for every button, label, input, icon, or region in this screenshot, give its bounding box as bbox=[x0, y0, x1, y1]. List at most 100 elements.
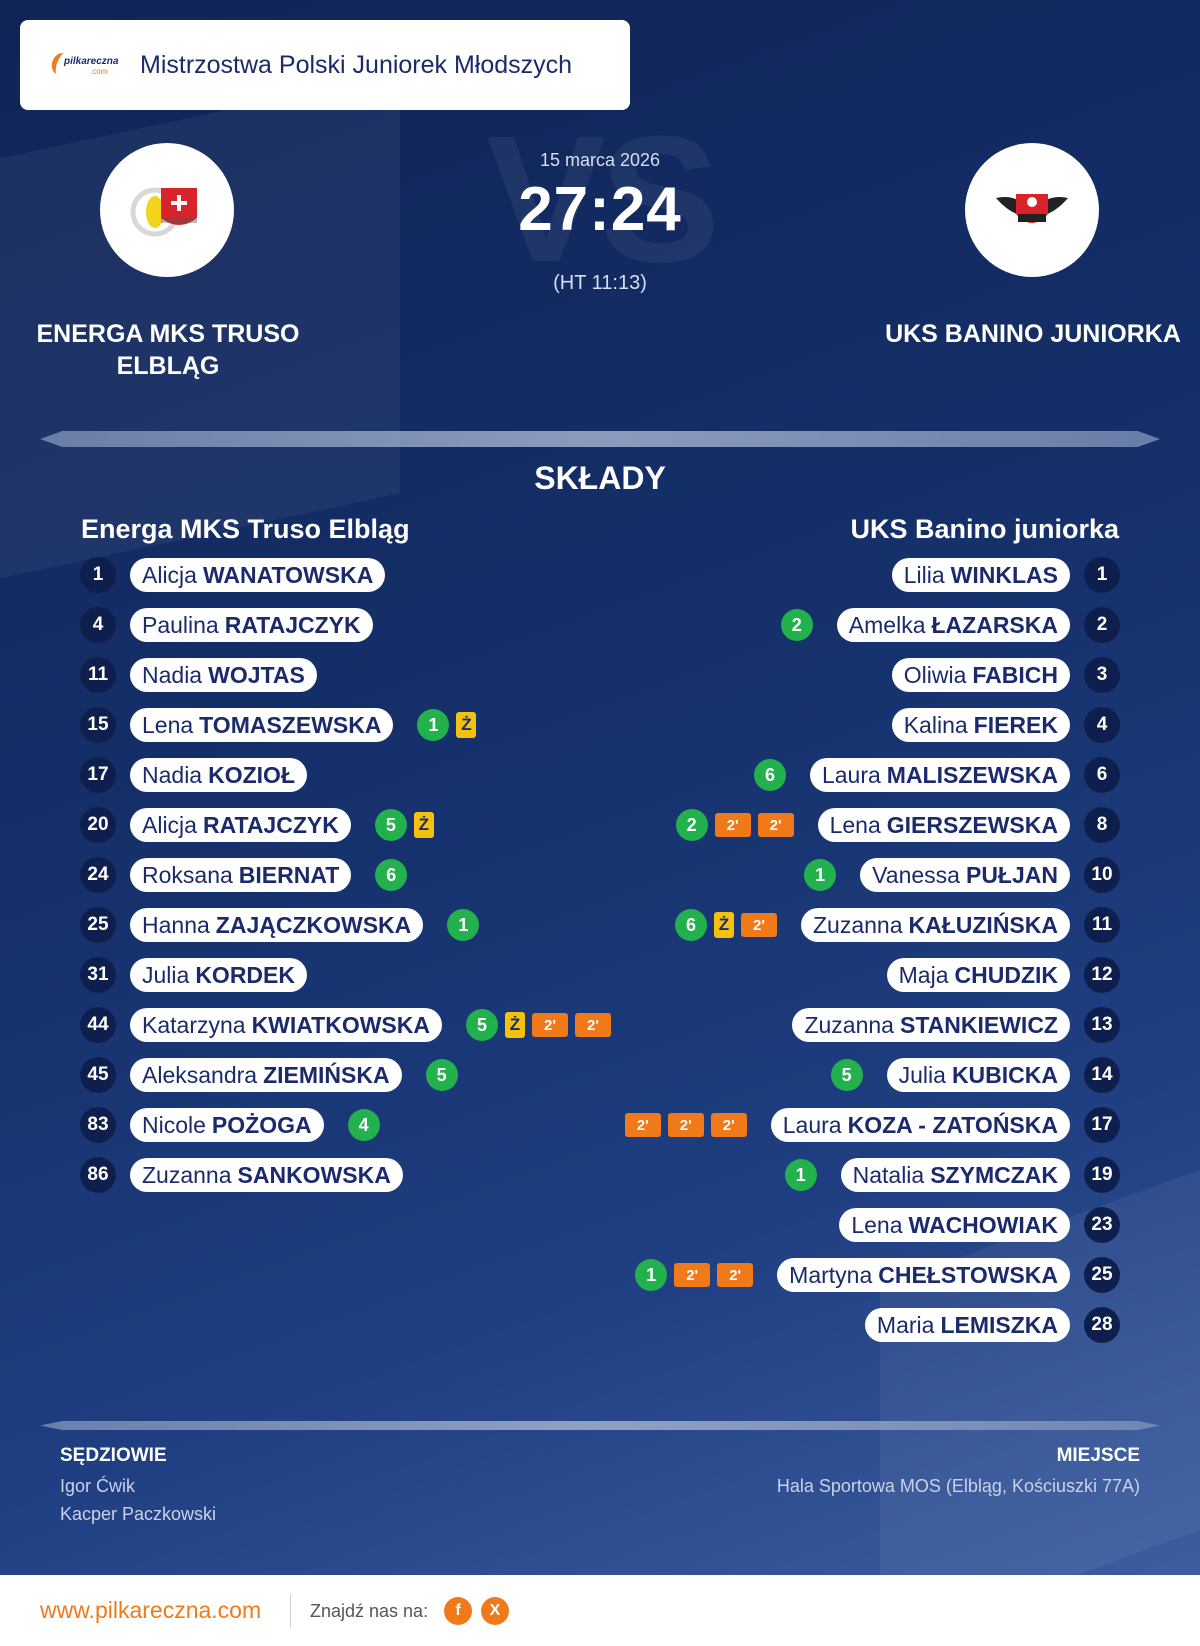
player-last-name: STANKIEWICZ bbox=[899, 1011, 1058, 1038]
player-row: 2 Amelka ŁAZARSKA 2 bbox=[780, 607, 1120, 643]
player-first-name: Paulina bbox=[142, 611, 219, 638]
suspension-badge: 2' bbox=[532, 1013, 568, 1037]
venue-text: Hala Sportowa MOS (Elbląg, Kościuszki 77… bbox=[776, 1476, 1140, 1496]
player-name-pill: Lena GIERSZEWSKA bbox=[817, 808, 1070, 842]
player-last-name: POŻOGA bbox=[211, 1111, 312, 1138]
player-row: 6 Laura MALISZEWSKA 6 bbox=[753, 757, 1120, 793]
player-row: 11 Zuzanna KAŁUZIŃSKA 6 Ż 2' bbox=[674, 907, 1120, 943]
player-row: 31 Julia KORDEK bbox=[80, 957, 307, 993]
player-first-name: Nicole bbox=[142, 1111, 206, 1138]
player-last-name: LEMISZKA bbox=[940, 1311, 1058, 1338]
site-link[interactable]: www.pilkareczna.com bbox=[40, 1597, 262, 1623]
player-last-name: CHUDZIK bbox=[954, 961, 1059, 988]
player-last-name: SANKOWSKA bbox=[237, 1161, 391, 1188]
player-row: 24 Roksana BIERNAT 6 bbox=[80, 857, 408, 893]
player-name-pill: Lena WACHOWIAK bbox=[839, 1208, 1070, 1242]
player-number: 1 bbox=[1084, 557, 1120, 593]
player-row: 8 Lena GIERSZEWSKA 2 2' 2' bbox=[675, 807, 1120, 843]
yellow-card-badge: Ż bbox=[413, 812, 434, 838]
player-name-pill: Paulina RATAJCZYK bbox=[130, 608, 373, 642]
find-us-label: Znajdź nas na: bbox=[310, 1601, 429, 1621]
x-icon[interactable]: X bbox=[481, 1597, 509, 1625]
player-name-pill: Katarzyna KWIATKOWSKA bbox=[130, 1008, 442, 1042]
goals-badge: 5 bbox=[830, 1059, 863, 1091]
player-row: 10 Vanessa PUŁJAN 1 bbox=[804, 857, 1120, 893]
player-name-pill: Martyna CHEŁSTOWSKA bbox=[777, 1258, 1070, 1292]
player-number: 19 bbox=[1084, 1157, 1120, 1193]
player-row: 25 Hanna ZAJĄCZKOWSKA 1 bbox=[80, 907, 480, 943]
player-row: 4 Kalina FIEREK bbox=[891, 707, 1120, 743]
yellow-card-badge: Ż bbox=[505, 1012, 525, 1038]
match-score: 27:24 bbox=[518, 175, 682, 244]
player-number: 12 bbox=[1084, 957, 1120, 993]
referees-title: SĘDZIOWIE bbox=[60, 1445, 167, 1466]
header-box: pilkareczna .com Mistrzostwa Polski Juni… bbox=[20, 20, 630, 110]
player-number: 2 bbox=[1084, 607, 1120, 643]
player-events: 2' 2' 2' bbox=[624, 1113, 747, 1137]
crest-icon bbox=[130, 187, 197, 237]
player-first-name: Vanessa bbox=[872, 861, 960, 888]
brand-logo-text: pilkareczna bbox=[64, 56, 119, 67]
goals-badge: 1 bbox=[784, 1159, 817, 1191]
player-last-name: BIERNAT bbox=[238, 861, 340, 888]
player-number: 17 bbox=[1084, 1107, 1120, 1143]
player-row: 28 Maria LEMISZKA bbox=[864, 1307, 1120, 1343]
player-row: 23 Lena WACHOWIAK bbox=[839, 1207, 1120, 1243]
player-number: 24 bbox=[80, 857, 116, 893]
player-first-name: Roksana bbox=[142, 861, 233, 888]
player-row: 19 Natalia SZYMCZAK 1 bbox=[784, 1157, 1120, 1193]
player-row: 4 Paulina RATAJCZYK bbox=[80, 607, 373, 643]
divider bbox=[40, 1421, 1160, 1430]
player-name-pill: Natalia SZYMCZAK bbox=[840, 1158, 1070, 1192]
player-last-name: KOZA - ZATOŃSKA bbox=[847, 1111, 1058, 1138]
player-events: 4 bbox=[347, 1109, 380, 1141]
player-last-name: TOMASZEWSKA bbox=[199, 711, 382, 738]
divider bbox=[40, 431, 1160, 447]
player-number: 4 bbox=[1084, 707, 1120, 743]
player-last-name: ŁAZARSKA bbox=[931, 611, 1059, 638]
player-first-name: Oliwia bbox=[903, 661, 967, 688]
player-first-name: Natalia bbox=[852, 1161, 925, 1188]
player-first-name: Lena bbox=[142, 711, 194, 738]
away-roster-title: UKS Banino juniorka bbox=[850, 514, 1119, 544]
player-number: 11 bbox=[80, 657, 116, 693]
player-name-pill: Nicole POŻOGA bbox=[130, 1108, 324, 1142]
player-last-name: MALISZEWSKA bbox=[886, 761, 1058, 788]
player-row: 12 Maja CHUDZIK bbox=[886, 957, 1120, 993]
player-name-pill: Lilia WINKLAS bbox=[891, 558, 1070, 592]
background-shape bbox=[880, 1133, 1200, 1575]
player-first-name: Amelka bbox=[848, 611, 926, 638]
player-row: 17 Laura KOZA - ZATOŃSKA 2' 2' 2' bbox=[624, 1107, 1120, 1143]
player-name-pill: Zuzanna KAŁUZIŃSKA bbox=[800, 908, 1070, 942]
player-first-name: Lilia bbox=[903, 561, 945, 588]
facebook-icon[interactable]: f bbox=[444, 1597, 472, 1625]
player-row: 15 Lena TOMASZEWSKA 1 Ż bbox=[80, 707, 477, 743]
brand-logo[interactable]: pilkareczna .com bbox=[48, 45, 124, 85]
player-last-name: RATAJCZYK bbox=[224, 611, 361, 638]
goals-badge: 5 bbox=[374, 809, 407, 841]
suspension-badge: 2' bbox=[674, 1263, 711, 1287]
player-first-name: Zuzanna bbox=[804, 1011, 894, 1038]
player-name-pill: Vanessa PUŁJAN bbox=[860, 858, 1070, 892]
competition-title: Mistrzostwa Polski Juniorek Młodszych bbox=[140, 50, 573, 79]
brand-logo-domain: .com bbox=[90, 67, 108, 76]
player-first-name: Nadia bbox=[142, 761, 203, 788]
goals-badge: 2 bbox=[780, 609, 813, 641]
player-events: 6 bbox=[375, 859, 408, 891]
player-first-name: Katarzyna bbox=[142, 1011, 246, 1038]
home-team-name: ENERGA MKS TRUSO ELBLĄG bbox=[36, 320, 300, 380]
footer-separator bbox=[290, 1594, 291, 1628]
player-first-name: Hanna bbox=[142, 911, 210, 938]
away-team-name: UKS BANINO JUNIORKA bbox=[885, 320, 1181, 348]
player-last-name: KORDEK bbox=[195, 961, 295, 988]
player-name-pill: Julia KORDEK bbox=[130, 958, 307, 992]
goals-badge: 2 bbox=[675, 809, 708, 841]
player-events: 6 Ż 2' bbox=[674, 909, 777, 941]
home-roster-title: Energa MKS Truso Elbląg bbox=[81, 514, 410, 544]
player-row: 83 Nicole POŻOGA 4 bbox=[80, 1107, 380, 1143]
player-number: 4 bbox=[80, 607, 116, 643]
player-last-name: CHEŁSTOWSKA bbox=[878, 1261, 1058, 1288]
player-events: 5 bbox=[425, 1059, 458, 1091]
player-name-pill: Alicja RATAJCZYK bbox=[130, 808, 351, 842]
